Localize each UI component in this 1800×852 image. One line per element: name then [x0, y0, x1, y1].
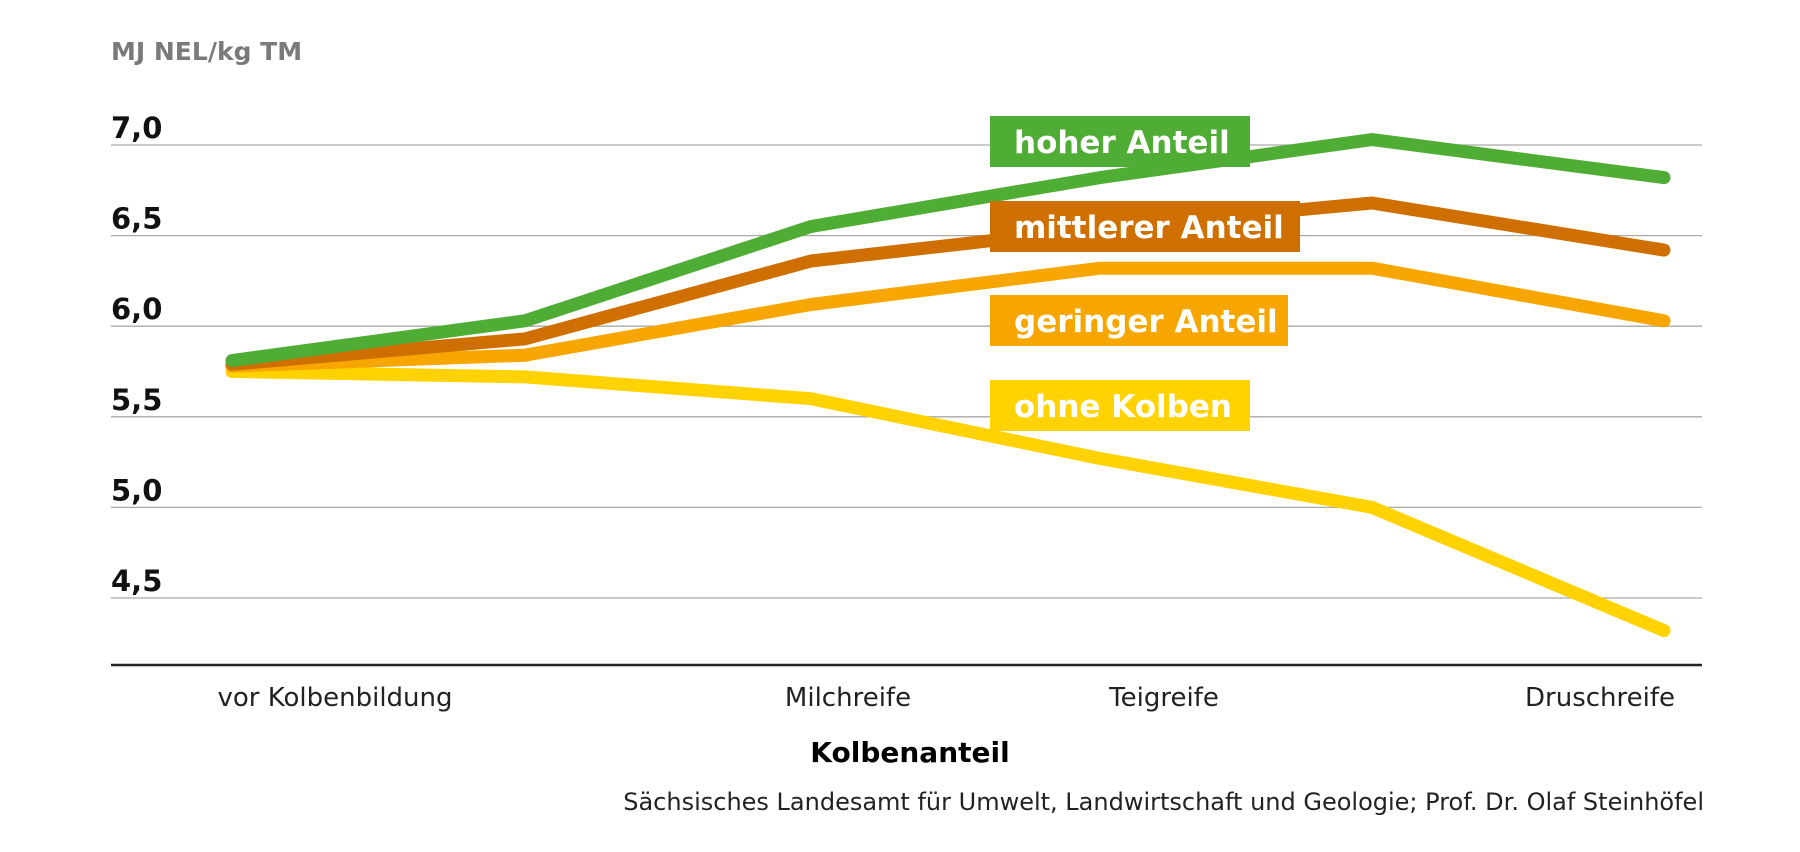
series-line — [225, 133, 1671, 368]
series-labels: hoher Anteil mittlerer Anteil geringer Ant… — [990, 116, 1300, 431]
x-tick-label: Druschreife — [1525, 683, 1675, 713]
y-tick-label: 6,5 — [111, 202, 162, 236]
y-tick-label: 5,0 — [111, 473, 162, 507]
series-label-box — [990, 380, 1250, 431]
source-credit: Sächsisches Landesamt für Umwelt, Landwi… — [623, 788, 1704, 816]
series-label: hoher Anteil — [1014, 125, 1230, 161]
y-tick-label: 4,5 — [111, 564, 162, 598]
series-label: ohne Kolben — [1014, 389, 1232, 425]
x-tick-label: vor Kolbenbildung — [217, 683, 452, 713]
series-label-box — [990, 201, 1300, 252]
series-label-box — [990, 116, 1250, 167]
y-tick-label: 5,5 — [111, 383, 162, 417]
y-axis-ticks: 7,0 6,5 6,0 5,5 5,0 4,5 — [111, 111, 162, 598]
series-label-box — [990, 295, 1288, 346]
x-axis-ticks: vor Kolbenbildung Milchreife Teigreife Drus… — [217, 683, 1675, 713]
series-line — [225, 196, 1671, 371]
x-tick-label: Teigreife — [1108, 683, 1219, 713]
series-label: mittlerer Anteil — [1014, 210, 1284, 246]
series-line — [225, 365, 1671, 638]
y-tick-label: 7,0 — [111, 111, 162, 145]
series-lines — [225, 133, 1671, 638]
series-line — [225, 261, 1671, 373]
series-label: geringer Anteil — [1014, 304, 1278, 340]
y-tick-label: 6,0 — [111, 292, 162, 326]
y-axis-unit-label: MJ NEL/kg TM — [111, 37, 302, 66]
x-axis-title: Kolbenanteil — [810, 736, 1009, 769]
x-tick-label: Milchreife — [785, 683, 911, 713]
